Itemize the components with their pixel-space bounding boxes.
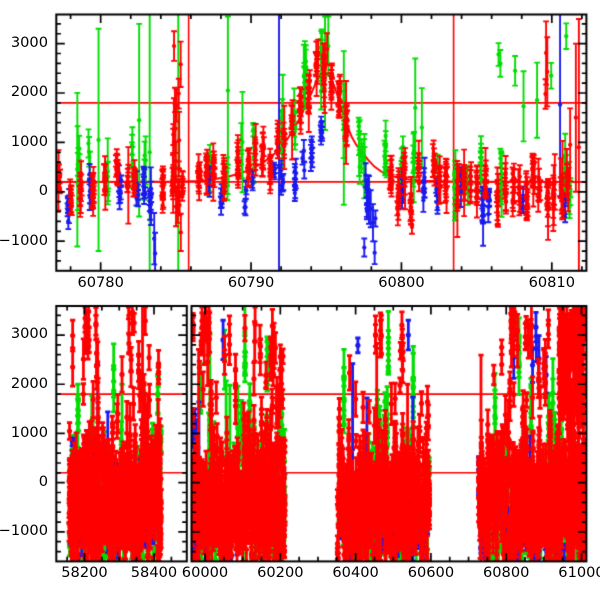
x-tick-label: 58400 (130, 564, 178, 582)
x-tick-label: 60790 (227, 273, 275, 291)
x-tick-label: 60400 (332, 564, 379, 582)
y-tick-label: 2000 (10, 83, 48, 101)
y-tick-label: 3000 (10, 325, 48, 343)
y-tick-label: 1000 (10, 423, 48, 441)
x-tick-label: 60200 (257, 564, 304, 582)
y-tick-label: −1000 (0, 522, 48, 540)
y-tick-label: 2000 (10, 374, 48, 392)
x-tick-label: 60780 (77, 273, 124, 291)
y-tick-label: 1000 (10, 132, 48, 150)
x-tick-label: 60800 (482, 564, 530, 582)
y-tick-label: −1000 (0, 231, 48, 249)
x-tick-label: 60800 (378, 273, 425, 291)
y-tick-label: 0 (38, 182, 48, 200)
x-tick-label: 60000 (181, 564, 229, 582)
x-tick-label: 61000 (558, 564, 600, 582)
x-tick-label: 60600 (407, 564, 455, 582)
y-tick-label: 3000 (10, 34, 48, 52)
x-tick-label: 60810 (528, 273, 576, 291)
x-tick-label: 58200 (61, 564, 108, 582)
y-tick-label: 0 (38, 473, 48, 491)
